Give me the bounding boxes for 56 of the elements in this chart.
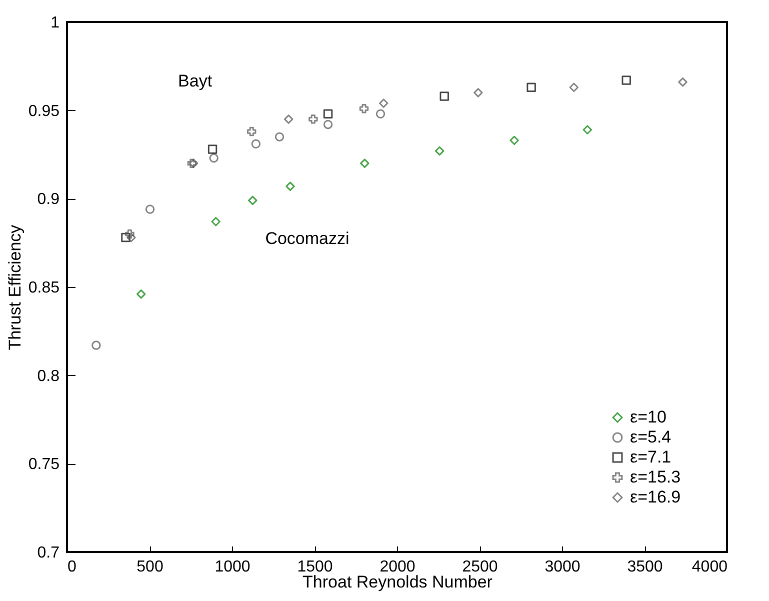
point <box>323 120 333 130</box>
x-tick-label: 3500 <box>627 558 663 576</box>
point <box>248 196 258 206</box>
point <box>125 229 134 239</box>
point <box>510 136 519 145</box>
y-tick-label: 0.7 <box>37 544 60 562</box>
point <box>569 82 579 92</box>
point <box>440 92 449 101</box>
point <box>359 104 369 114</box>
point <box>379 98 388 108</box>
legend-label: ε=15.3 <box>630 468 681 486</box>
point <box>474 88 483 98</box>
point <box>274 132 284 142</box>
point <box>284 114 294 124</box>
point <box>526 82 536 92</box>
x-tick-label: 1000 <box>214 558 250 576</box>
x-tick-label: 2500 <box>462 558 498 576</box>
point <box>251 139 261 149</box>
point <box>211 217 220 226</box>
legend-label: ε=16.9 <box>630 488 681 506</box>
point <box>92 340 101 350</box>
y-tick-label: 0.75 <box>28 456 60 474</box>
legend-label: ε=5.4 <box>630 428 672 446</box>
y-tick-label: 0.95 <box>28 102 60 120</box>
point <box>208 144 218 154</box>
point <box>121 232 130 242</box>
point <box>247 126 256 136</box>
annotation: Bayt <box>178 71 212 90</box>
point <box>323 109 333 118</box>
point <box>126 232 136 242</box>
x-tick-label: 2000 <box>380 558 416 576</box>
y-axis-title: Thrust Efficiency <box>5 224 24 350</box>
y-tick-label: 0.8 <box>37 368 60 385</box>
point <box>678 77 688 87</box>
x-tick-label: 1500 <box>297 558 333 576</box>
point <box>308 114 318 124</box>
annotation: Cocomazzi <box>265 228 350 248</box>
x-tick-label: 3000 <box>544 558 580 576</box>
x-tick-label: 500 <box>136 558 164 576</box>
legend-label: ε=7.1 <box>630 448 672 466</box>
point <box>136 289 146 299</box>
point <box>582 125 592 134</box>
legend-label: ε=10 <box>630 408 666 426</box>
x-axis-title: Throat Reynolds Number <box>302 572 493 592</box>
point <box>360 158 370 168</box>
x-tick-label: 0 <box>68 558 76 576</box>
point <box>286 182 295 191</box>
point <box>434 146 444 156</box>
x-tick-label: 4000 <box>692 558 728 576</box>
point <box>376 109 386 118</box>
point <box>145 204 155 214</box>
y-tick-label: 0.85 <box>28 280 60 296</box>
point <box>209 153 218 163</box>
point <box>622 76 631 85</box>
y-tick-label: 1 <box>50 14 60 32</box>
y-tick-label: 0.9 <box>37 191 60 208</box>
